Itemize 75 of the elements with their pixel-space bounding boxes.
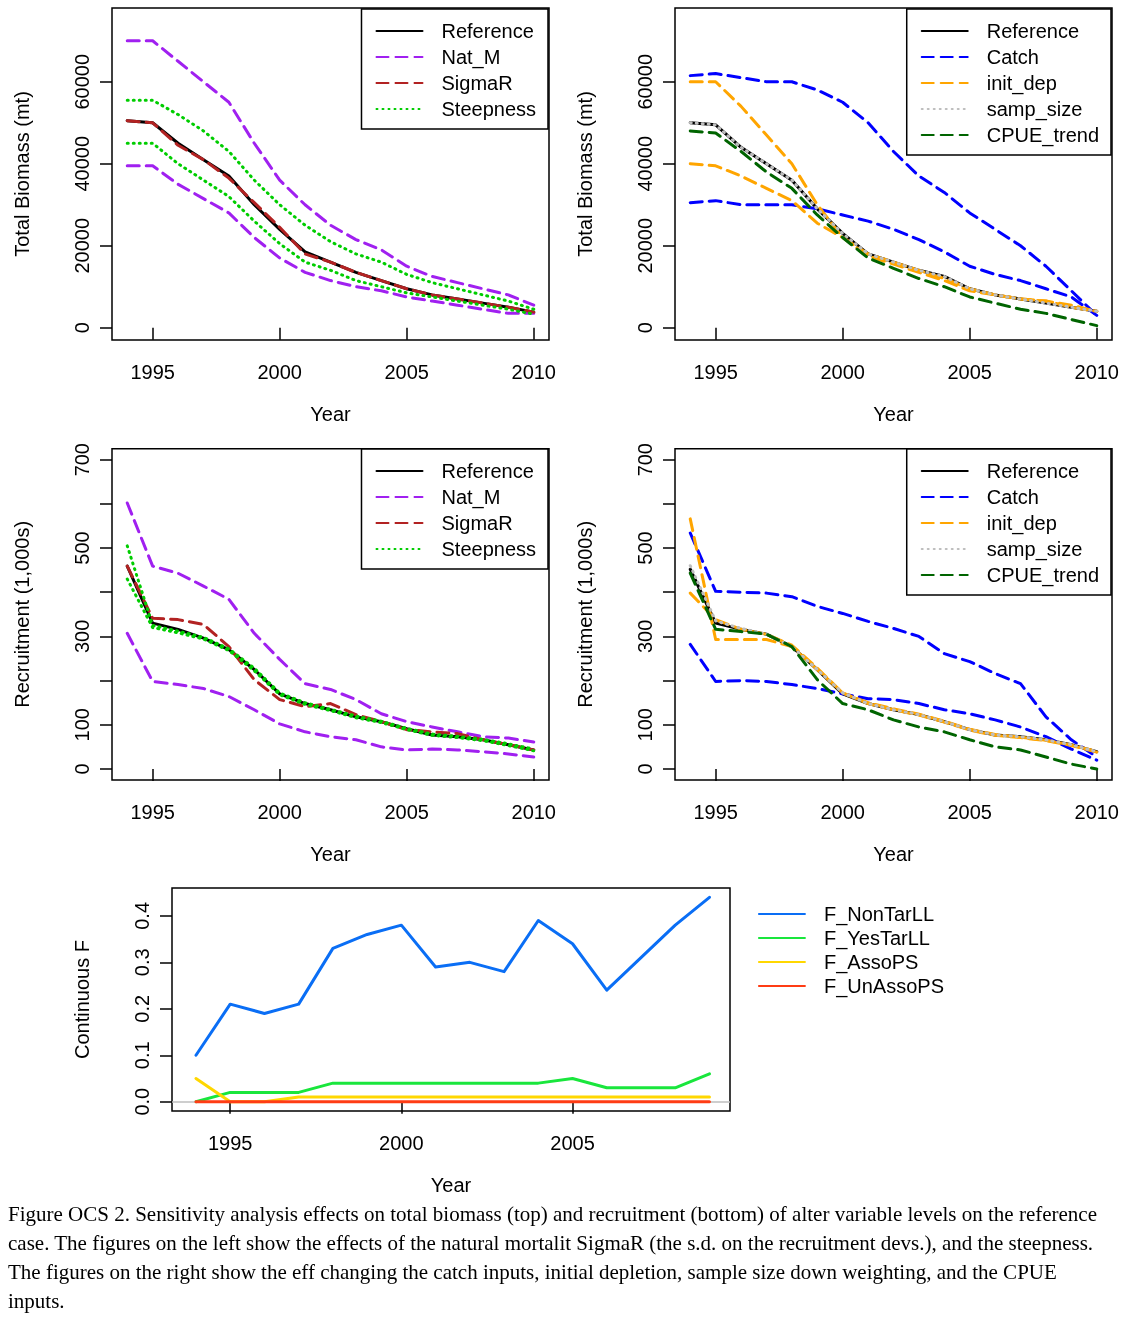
x-axis-title: Year: [873, 843, 915, 865]
y-tick-label: 20000: [634, 217, 656, 274]
legend-label: samp_size: [986, 538, 1083, 561]
y-axis-title: Total Biomass (mt): [11, 91, 33, 257]
x-tick-label: 2010: [1074, 801, 1120, 823]
y-tick-label: 0.0: [131, 1087, 153, 1116]
y-tick-label: 60000: [71, 53, 93, 110]
x-axis-title: Year: [873, 403, 915, 425]
legend-label: init_dep: [986, 72, 1057, 95]
x-tick-label: 2005: [384, 361, 429, 383]
legend-label: F_YesTarLL: [823, 927, 930, 950]
x-tick-label: 2000: [820, 801, 865, 823]
legend-label: F_AssoPS: [823, 951, 919, 974]
y-tick-label: 100: [634, 708, 656, 742]
y-tick-label: 40000: [634, 135, 656, 192]
y-tick-label: 0.2: [131, 994, 153, 1023]
legend-label: F_NonTarLL: [823, 903, 935, 926]
x-tick-label: 2010: [511, 801, 557, 823]
legend-label: SigmaR: [441, 72, 513, 94]
y-tick-label: 0: [71, 763, 93, 775]
x-tick-label: 2005: [384, 801, 429, 823]
legend-label: CPUE_trend: [986, 124, 1100, 147]
legend-label: Catch: [986, 46, 1039, 68]
y-tick-label: 700: [71, 443, 93, 477]
x-tick-label: 1995: [130, 361, 175, 383]
x-tick-label: 2000: [820, 361, 865, 383]
y-tick-label: 0: [634, 763, 656, 775]
x-tick-label: 2000: [257, 801, 302, 823]
y-tick-label: 300: [71, 619, 93, 654]
y-tick-label: 500: [634, 531, 656, 565]
y-tick-label: 20000: [71, 217, 93, 274]
x-tick-label: 2005: [550, 1132, 595, 1154]
legend-label: Catch: [986, 486, 1039, 508]
x-tick-label: 2010: [1074, 361, 1120, 383]
legend-label: init_dep: [986, 512, 1057, 535]
legend-label: Reference: [986, 20, 1080, 42]
y-tick-label: 0.1: [131, 1041, 153, 1070]
legend-label: Nat_M: [441, 486, 501, 509]
y-tick-label: 700: [634, 443, 656, 477]
x-tick-label: 2005: [947, 801, 992, 823]
y-tick-label: 0: [634, 322, 656, 334]
y-tick-label: 0.3: [131, 948, 153, 977]
x-tick-label: 2000: [257, 361, 302, 383]
x-axis-title: Year: [310, 843, 352, 865]
x-tick-label: 1995: [130, 801, 175, 823]
x-tick-label: 1995: [693, 801, 738, 823]
y-axis-title: Recruitment (1,000s): [574, 520, 596, 708]
legend-label: Reference: [986, 460, 1080, 482]
y-tick-label: 0.4: [131, 901, 153, 930]
y-tick-label: 300: [634, 619, 656, 654]
x-tick-label: 2005: [947, 361, 992, 383]
x-tick-label: 2000: [379, 1132, 424, 1154]
x-tick-label: 2010: [511, 361, 557, 383]
legend-label: F_UnAssoPS: [823, 975, 945, 998]
legend-label: Steepness: [441, 98, 536, 120]
text: Figure OCS 2. Sensitivity analysis effects on total biomass (top) and recruitment (bottom) of alter variable levels on the reference case. The figures on the left show the effects of the natural mortalit SigmaR (the s.d. on the recruitment devs.), and the steepness. The figures on the right show the eff changing the catch inputs, initial depletion, sample size down weighting, and the CPUE inputs.: [8, 1201, 1098, 1315]
legend-label: Steepness: [441, 538, 536, 560]
y-axis-title: Total Biomass (mt): [574, 91, 596, 257]
legend-label: Reference: [441, 20, 534, 42]
legend-label: SigmaR: [441, 512, 513, 534]
legend-label: CPUE_trend: [986, 564, 1100, 587]
y-axis-title: Recruitment (1,000s): [11, 520, 33, 708]
x-axis-title: Year: [310, 403, 352, 425]
y-tick-label: 0: [71, 322, 93, 334]
y-tick-label: 500: [71, 531, 93, 565]
y-tick-label: 100: [71, 708, 93, 742]
x-axis-title: Year: [430, 1174, 472, 1196]
x-tick-label: 1995: [693, 361, 738, 383]
legend-label: samp_size: [986, 98, 1083, 121]
legend-label: Nat_M: [441, 46, 501, 69]
x-tick-label: 1995: [207, 1132, 253, 1154]
legend-label: Reference: [441, 460, 534, 482]
y-axis-title: Continuous F: [71, 940, 93, 1059]
y-tick-label: 60000: [634, 53, 656, 110]
y-tick-label: 40000: [71, 135, 93, 192]
